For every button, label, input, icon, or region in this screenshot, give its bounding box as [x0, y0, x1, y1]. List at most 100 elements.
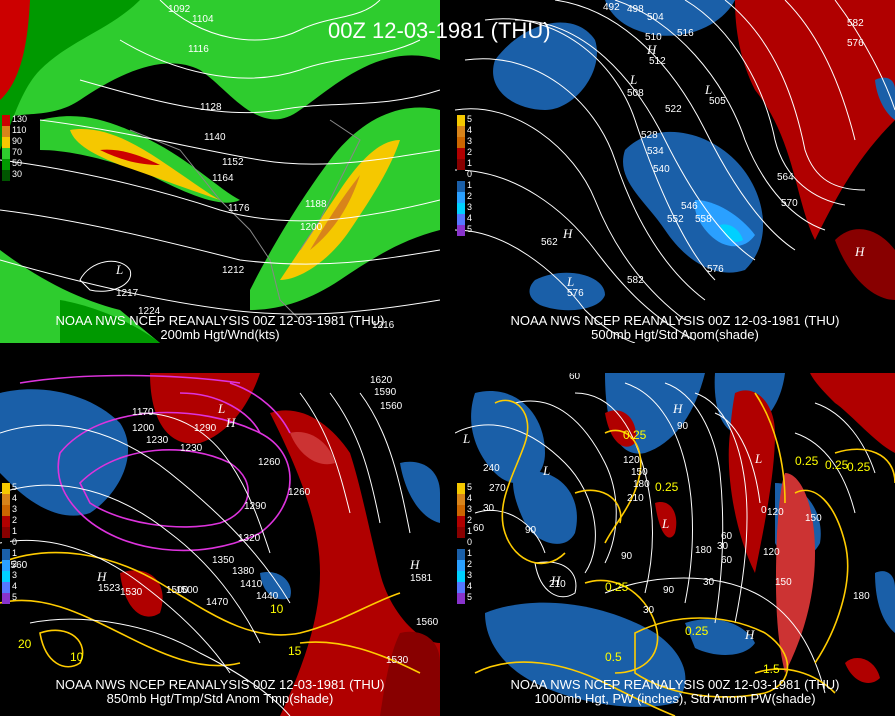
legend-label: 0	[467, 169, 473, 179]
legend-swatch: 5	[2, 592, 17, 604]
contour-label: 1470	[206, 597, 229, 608]
contour-label: 120	[623, 455, 640, 466]
legend-swatch: 0	[457, 169, 472, 181]
legend-label: 3	[467, 202, 473, 212]
contour-label: 540	[653, 164, 670, 175]
legend-swatch: 90	[2, 136, 22, 148]
contour-label: 150	[805, 513, 822, 524]
pw-label: 0.25	[605, 580, 629, 594]
isotherm-label: 20	[18, 637, 32, 651]
contour-label: 120	[767, 507, 784, 518]
contour-label: 1500	[166, 585, 189, 596]
legend-label: 1	[467, 548, 473, 558]
high-marker: H	[410, 557, 420, 572]
caption-1000mb: NOAA NWS NCEP REANALYSIS 00Z 12-03-1981 …	[455, 678, 895, 706]
legend-label: 1	[467, 180, 473, 190]
high-marker: H	[673, 401, 683, 416]
contour-label: 1560	[5, 560, 28, 571]
legend-label: 0	[467, 537, 473, 547]
high-marker: H	[647, 42, 657, 57]
legend-label: 5	[467, 114, 473, 124]
contour-label: 528	[641, 130, 658, 141]
contour-label: 180	[695, 545, 712, 556]
high-marker: H	[855, 244, 865, 259]
isotherm-label: 15	[288, 644, 302, 658]
contour-label: 60	[473, 523, 485, 534]
legend-label: 0	[12, 537, 18, 547]
legend-swatch: 4	[457, 493, 472, 505]
contour-label: 120	[763, 547, 780, 558]
legend-label: 5	[467, 224, 473, 234]
contour-label: 30	[717, 541, 729, 552]
low-marker: L	[218, 401, 226, 416]
legend-label: 5	[467, 592, 473, 602]
contour-label: 1116	[188, 44, 209, 55]
legend-swatch: 3	[457, 202, 472, 214]
legend-label: 3	[12, 504, 18, 514]
caption-line1: NOAA NWS NCEP REANALYSIS 00Z 12-03-1981 …	[510, 677, 840, 692]
contour-label: 1217	[116, 288, 139, 299]
high-marker: H	[563, 226, 573, 241]
legend-swatch: 5	[457, 482, 472, 494]
legend-label: 90	[12, 136, 23, 146]
legend-label: 2	[467, 147, 473, 157]
low-marker: L	[543, 463, 551, 478]
legend-label: 4	[12, 581, 18, 591]
contour-label: 1560	[416, 617, 439, 628]
contour-label: 522	[665, 104, 682, 115]
contour-label: 180	[853, 591, 870, 602]
legend-swatch: 3	[457, 136, 472, 148]
legend-swatch: 4	[457, 581, 472, 593]
contour-label: 1260	[258, 457, 281, 468]
contour-label: 210	[627, 493, 644, 504]
legend-swatch: 1	[457, 548, 472, 560]
contour-label: 582	[847, 18, 864, 29]
contour-label: 576	[847, 38, 864, 49]
legend-label: 3	[467, 570, 473, 580]
legend-label: 4	[12, 493, 18, 503]
contour-label: 516	[677, 28, 694, 39]
legend-swatch: 5	[2, 482, 17, 494]
pw-label: 1.5	[763, 662, 780, 676]
legend-label: 1	[12, 548, 18, 558]
legend-label: 50	[12, 158, 23, 168]
legend-200mb: 130 110 90 70 50 30	[2, 114, 27, 181]
high-marker: H	[97, 569, 107, 584]
legend-label: 110	[12, 125, 27, 135]
legend-label: 3	[467, 136, 473, 146]
pw-label: 0.25	[685, 624, 709, 638]
legend-swatch: 4	[457, 213, 472, 225]
contour-label: 1620	[370, 375, 393, 386]
legend-swatch: 130	[2, 114, 27, 126]
pw-label: 0.5	[605, 650, 622, 664]
contour-label: 30	[703, 577, 715, 588]
contour-label: 1530	[386, 655, 409, 666]
contour-label: 1176	[228, 203, 250, 214]
legend-swatch: 4	[2, 581, 17, 593]
contour-label: 1164	[212, 173, 234, 184]
high-marker: H	[551, 573, 561, 588]
caption-500mb: NOAA NWS NCEP REANALYSIS 00Z 12-03-1981 …	[455, 314, 895, 342]
contour-label: 1152	[222, 157, 244, 168]
contour-label: 180	[633, 479, 650, 490]
low-marker: L	[567, 274, 575, 289]
contour-label: 1350	[212, 555, 235, 566]
legend-label: 70	[12, 147, 23, 157]
legend-label: 4	[467, 581, 473, 591]
low-marker: L	[463, 431, 471, 446]
caption-line1: NOAA NWS NCEP REANALYSIS 00Z 12-03-1981 …	[55, 313, 385, 328]
legend-label: 3	[12, 570, 18, 580]
low-marker: L	[705, 82, 713, 97]
contour-label: 1380	[232, 566, 255, 577]
isotherm-label: 10	[70, 650, 84, 664]
contour-label: 90	[663, 585, 675, 596]
contour-label: 498	[627, 4, 644, 15]
legend-swatch: 3	[2, 504, 17, 516]
contour-label: 1581	[410, 573, 433, 584]
contour-label: 1200	[132, 423, 155, 434]
contour-label: 270	[489, 483, 506, 494]
legend-swatch: 1	[2, 526, 17, 538]
